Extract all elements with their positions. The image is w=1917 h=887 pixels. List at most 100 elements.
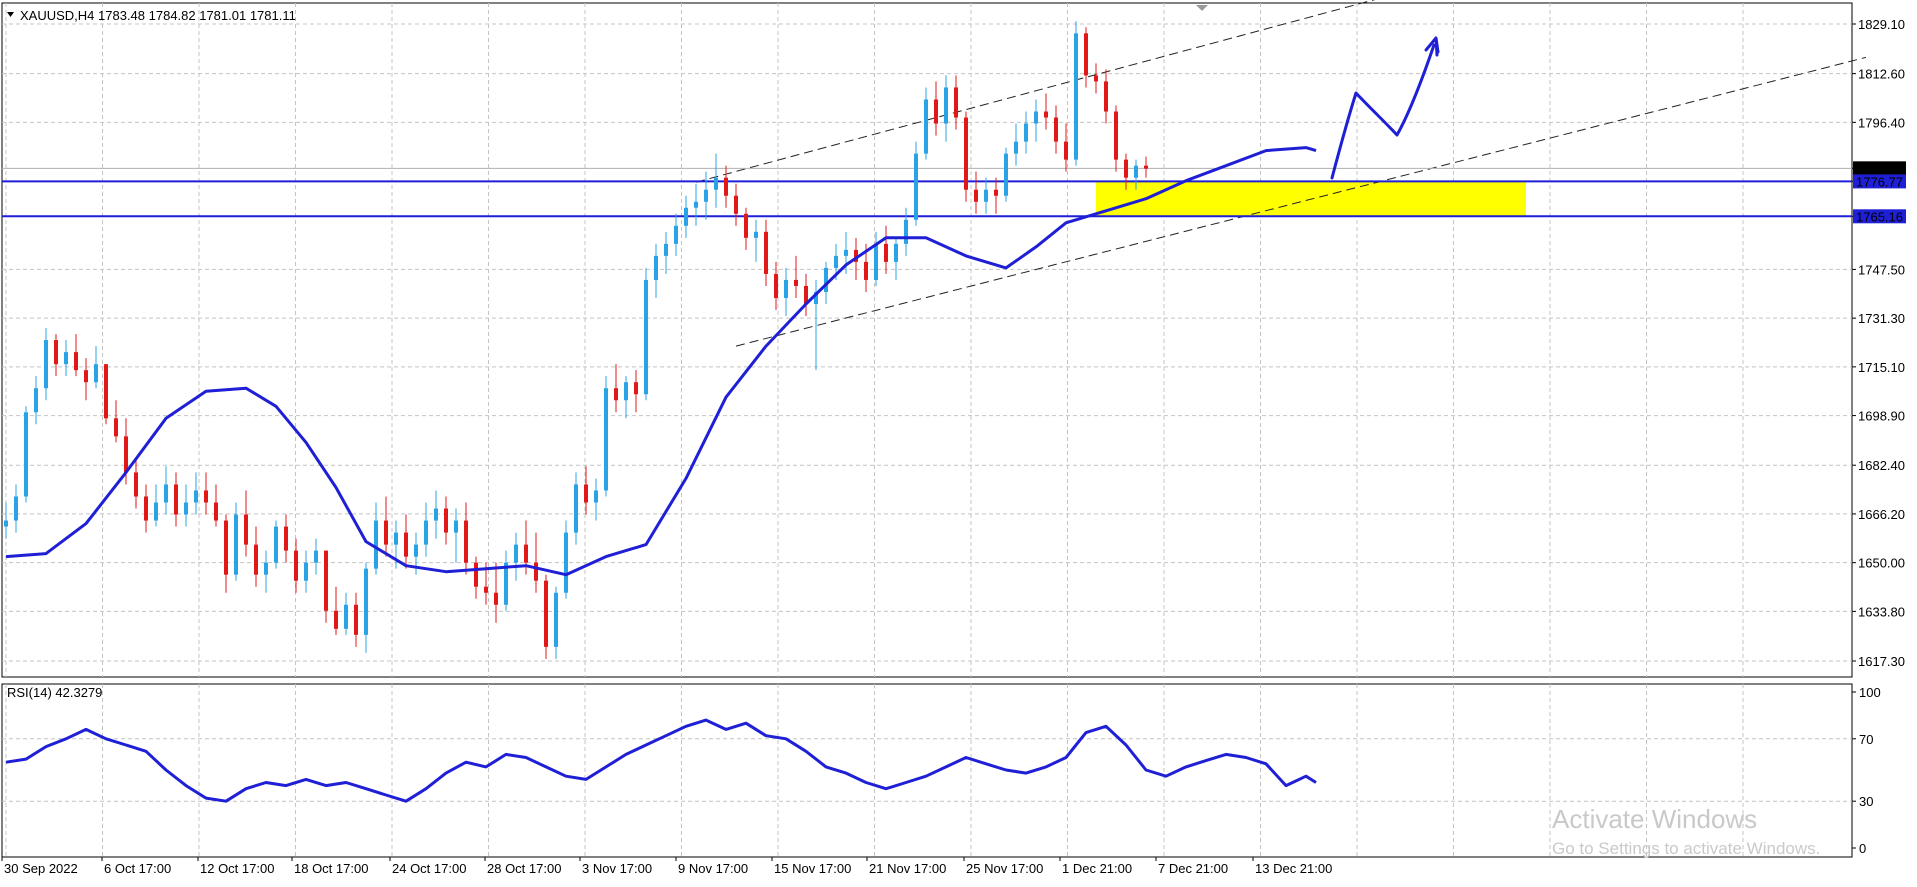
candle-body xyxy=(954,87,958,118)
candle-body xyxy=(384,520,388,545)
candle-body xyxy=(1024,123,1028,142)
candle-body xyxy=(364,568,368,635)
candle-body xyxy=(564,532,568,593)
candle-body xyxy=(274,526,278,563)
candle-body xyxy=(264,562,268,575)
candle-body xyxy=(744,213,748,238)
candle-body xyxy=(254,544,258,575)
candle-body xyxy=(754,231,758,238)
y-tick-label: 1731.30 xyxy=(1858,311,1905,326)
candle-body xyxy=(854,249,858,262)
candle-body xyxy=(684,207,688,226)
candle-body xyxy=(614,388,618,401)
candle-body xyxy=(594,490,598,503)
candle-body xyxy=(144,496,148,521)
candle-body xyxy=(74,352,78,371)
candle-body xyxy=(314,550,318,563)
candle-body xyxy=(484,586,488,593)
candle-body xyxy=(454,520,458,533)
candle-body xyxy=(1014,141,1018,154)
candle-body xyxy=(174,484,178,515)
price-tag-label: 1781.11 xyxy=(1856,161,1902,176)
candle-body xyxy=(914,153,918,220)
candle-body xyxy=(214,502,218,521)
candle-body xyxy=(934,99,938,124)
candle-body xyxy=(464,520,468,563)
candle-body xyxy=(884,243,888,262)
candle-body xyxy=(1094,75,1098,82)
candle-body xyxy=(844,249,848,256)
x-tick-label: 3 Nov 17:00 xyxy=(582,861,652,876)
level-layer xyxy=(2,167,1852,218)
x-tick-label: 24 Oct 17:00 xyxy=(392,861,466,876)
candle-body xyxy=(794,279,798,286)
candle-body xyxy=(784,279,788,298)
rsi-tick-label: 0 xyxy=(1859,841,1866,856)
grid-layer xyxy=(2,3,1852,857)
channel-trendline xyxy=(735,56,1867,347)
candle-body xyxy=(874,243,878,280)
candle-body xyxy=(404,532,408,557)
candle-body xyxy=(1104,81,1108,112)
candle-body xyxy=(1114,111,1118,160)
rsi-tick-label: 70 xyxy=(1859,732,1873,747)
candle-body xyxy=(514,544,518,563)
chart-header-label: XAUUSD,H4 1783.48 1784.82 1781.01 1781.1… xyxy=(20,8,296,23)
candle-body xyxy=(734,195,738,214)
candle-body xyxy=(1064,141,1068,160)
candle-body xyxy=(674,225,678,244)
candle-body xyxy=(434,508,438,521)
candle-body xyxy=(994,189,998,196)
candle-body xyxy=(234,514,238,575)
candle-body xyxy=(1054,117,1058,142)
candle-body xyxy=(584,484,588,503)
y-tick-label: 1829.10 xyxy=(1858,17,1905,32)
candle-body xyxy=(644,279,648,395)
candle-body xyxy=(494,592,498,605)
candle-body xyxy=(704,189,708,202)
x-tick-label: 9 Nov 17:00 xyxy=(678,861,748,876)
rsi-line xyxy=(5,718,1317,803)
candle-body xyxy=(544,580,548,647)
ma-layer xyxy=(5,146,1317,577)
collapse-triangle-icon[interactable] xyxy=(7,12,14,17)
price-tag-box xyxy=(1853,174,1906,189)
rsi-layer xyxy=(5,718,1317,803)
x-tick-label: 18 Oct 17:00 xyxy=(294,861,368,876)
candle-body xyxy=(1124,159,1128,178)
candle-body xyxy=(124,436,128,473)
candle-body xyxy=(1044,111,1048,118)
candle-body xyxy=(694,201,698,208)
candle-body xyxy=(1034,111,1038,124)
candle-body xyxy=(194,490,198,503)
channel-trendline xyxy=(695,0,1376,183)
candle-body xyxy=(54,340,58,365)
price-tag-box xyxy=(1853,209,1906,224)
candle-body xyxy=(984,189,988,202)
candle-body xyxy=(764,231,768,274)
watermark-subtitle: Go to Settings to activate Windows. xyxy=(1552,839,1820,858)
price-tag-label: 1776.77 xyxy=(1856,174,1903,189)
drawing-layer xyxy=(1330,36,1440,180)
candle-body xyxy=(444,508,448,533)
candle-body xyxy=(114,418,118,437)
candle-body xyxy=(924,99,928,154)
candle-body xyxy=(284,526,288,551)
candle-body xyxy=(504,562,508,605)
candle-body xyxy=(964,117,968,190)
candle-body xyxy=(14,496,18,521)
candle-body xyxy=(354,604,358,635)
candle-body xyxy=(184,502,188,515)
price-tag-label: 1765.16 xyxy=(1856,209,1903,224)
y-tick-label: 1682.40 xyxy=(1858,458,1905,473)
scroll-marker-icon[interactable] xyxy=(1196,5,1208,11)
candle-body xyxy=(334,610,338,629)
candle-body xyxy=(324,550,328,611)
candle-body xyxy=(554,592,558,647)
candle-body xyxy=(1004,153,1008,196)
candle-body xyxy=(664,243,668,256)
candle-body xyxy=(204,490,208,503)
